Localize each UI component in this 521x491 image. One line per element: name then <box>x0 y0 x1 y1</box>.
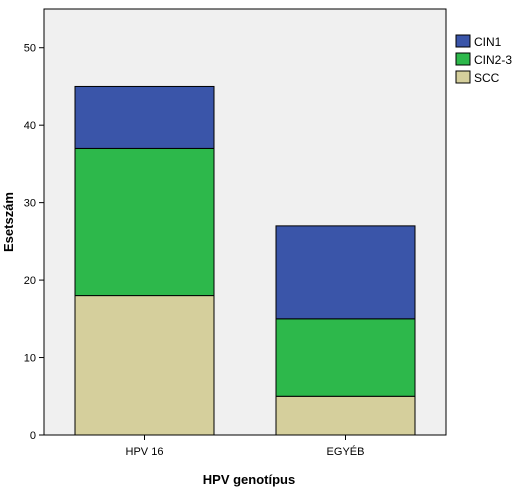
x-axis-title: HPV genotípus <box>203 472 295 487</box>
y-tick-label: 50 <box>24 43 36 55</box>
legend-label: CIN2-3 <box>474 53 512 67</box>
x-axis: HPV 16 EGYÉB <box>126 435 365 458</box>
legend-label: CIN1 <box>474 35 502 49</box>
bar-segment <box>275 318 416 397</box>
y-axis-title: Esetszám <box>1 192 16 252</box>
legend-label: SCC <box>474 71 500 85</box>
y-tick-label: 30 <box>24 198 36 210</box>
bars <box>74 85 416 436</box>
bar-segment <box>74 147 215 297</box>
bar-segment <box>275 395 416 436</box>
legend: CIN1 CIN2-3 SCC <box>455 34 512 85</box>
y-axis: 0 10 20 30 40 50 <box>24 43 44 442</box>
legend-swatch <box>455 52 471 66</box>
bar-segment <box>275 225 416 320</box>
legend-swatch <box>455 34 471 48</box>
x-tick-label: EGYÉB <box>327 445 365 458</box>
bar-segment <box>74 295 215 436</box>
y-tick-label: 10 <box>24 353 36 365</box>
y-tick-label: 0 <box>30 430 36 442</box>
legend-swatch <box>455 70 471 84</box>
y-tick-label: 20 <box>24 275 36 287</box>
x-tick-label: HPV 16 <box>126 446 164 458</box>
bar-segment <box>74 85 215 149</box>
y-tick-label: 40 <box>24 120 36 132</box>
